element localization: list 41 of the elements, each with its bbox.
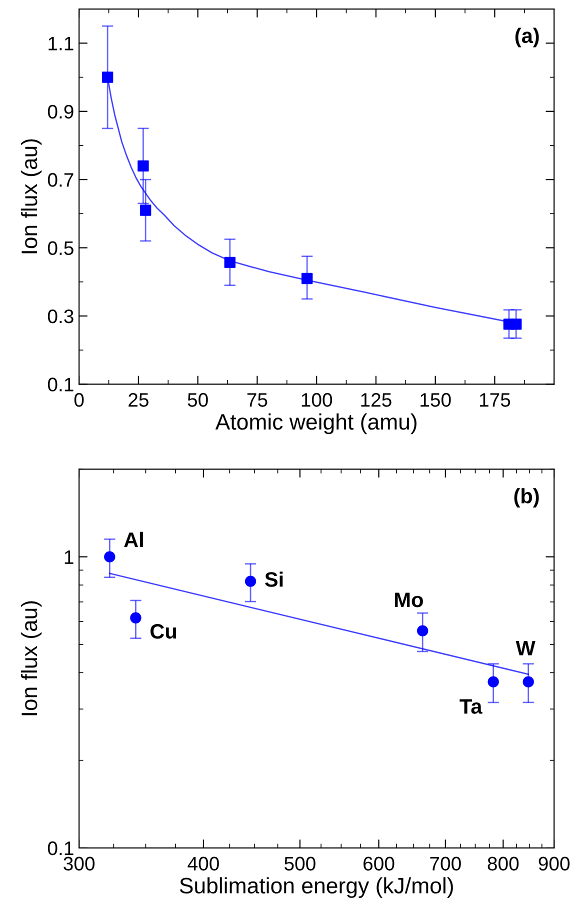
- x-tick-label: 700: [430, 856, 461, 871]
- y-axis-title: Ion flux (au): [20, 139, 42, 254]
- y-tick-label: 0.3: [48, 309, 74, 324]
- x-tick-label: 150: [420, 393, 451, 407]
- x-tick-label: 75: [247, 393, 268, 407]
- x-tick-label: 25: [128, 393, 148, 407]
- annotation: Mo: [395, 592, 423, 608]
- point: [140, 204, 152, 216]
- y-tick-label: 0.5: [48, 241, 74, 256]
- x-tick-label: 50: [188, 393, 208, 407]
- x-tick-label: 500: [284, 856, 316, 871]
- x-axis-title: Sublimation energy (kJ/mol): [180, 877, 453, 898]
- y-tick-label: 1: [64, 550, 74, 564]
- annotation: W: [516, 640, 536, 656]
- x-tick-label: 800: [488, 856, 519, 871]
- annotation: Si: [265, 572, 283, 587]
- point: [102, 72, 114, 83]
- x-tick-label: 900: [538, 856, 570, 871]
- x-tick-label: 600: [364, 856, 394, 871]
- point: [510, 318, 522, 330]
- annotation: (a): [515, 28, 539, 48]
- point: [138, 160, 149, 172]
- y-tick-label: 0.7: [48, 173, 74, 187]
- x-axis-title: Atomic weight (amu): [215, 413, 416, 434]
- y-axis-title: Ion flux (au): [20, 601, 42, 716]
- point: [301, 272, 313, 284]
- x-tick-label: 175: [480, 393, 510, 407]
- x-tick-label: 125: [361, 393, 392, 407]
- x-tick-label: 100: [302, 393, 332, 407]
- y-tick-label: 0.1: [48, 841, 74, 856]
- x-tick-label: 300: [64, 856, 95, 871]
- y-tick-label: 0.1: [48, 378, 74, 392]
- annotation: Cu: [150, 624, 176, 639]
- annotation: Al: [124, 532, 143, 547]
- x-tick-label: 400: [188, 856, 219, 871]
- y-tick-label: 0.9: [48, 104, 74, 119]
- annotation: Ta: [460, 699, 482, 714]
- point: [224, 256, 236, 268]
- y-tick-label: 1.1: [48, 36, 74, 50]
- annotation: (b): [514, 488, 539, 508]
- x-tick-label: 0: [74, 393, 84, 407]
